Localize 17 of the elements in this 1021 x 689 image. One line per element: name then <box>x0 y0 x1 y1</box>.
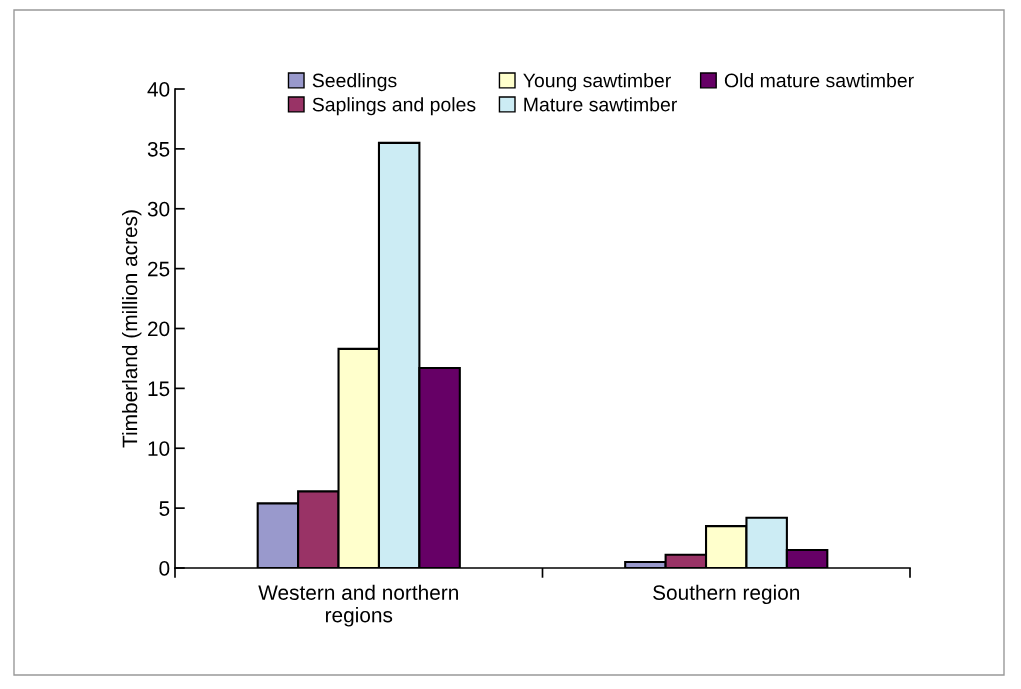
y-axis-title: Timberland (million acres) <box>121 210 142 448</box>
y-tick-label: 20 <box>148 321 170 337</box>
y-tick-label: 35 <box>147 141 170 157</box>
y-tick-label: 0 <box>159 561 170 576</box>
legend-label: Old mature sawtimber <box>724 73 914 88</box>
y-tick-label: 40 <box>147 82 170 97</box>
legend-label: Saplings and poles <box>312 97 476 116</box>
legend-label: Young sawtimber <box>523 73 671 92</box>
legend-label: Seedlings <box>312 73 397 92</box>
y-tick-label: 25 <box>148 261 170 277</box>
x-tick-label: Western and northern regions <box>258 584 458 627</box>
legend-label: Mature sawtimber <box>524 97 677 112</box>
y-tick-label: 5 <box>159 501 170 516</box>
y-tick-label: 15 <box>148 381 170 397</box>
y-tick-label: 10 <box>148 441 170 456</box>
x-tick-label: Southern region <box>653 584 800 605</box>
y-tick-label: 30 <box>147 201 170 217</box>
